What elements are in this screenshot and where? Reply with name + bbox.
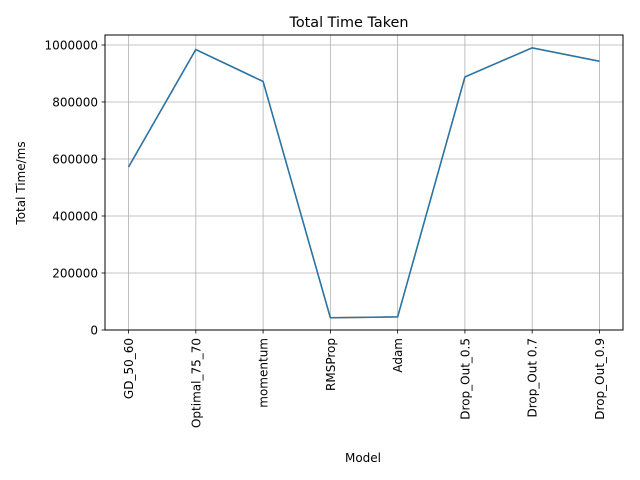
series-layer [127, 47, 600, 319]
x-tick-label: Drop_Out_0.5 [458, 338, 472, 420]
x-axis-label: Model [345, 451, 381, 465]
x-tick-label: Adam [391, 338, 405, 373]
x-tick-label: GD_50_60 [122, 338, 136, 399]
series-line [127, 47, 600, 319]
y-tick-label: 800000 [52, 95, 98, 109]
y-axis: 0 200000 400000 600000 800000 1000000 [45, 38, 105, 338]
y-axis-label: Total Time/ms [14, 141, 28, 225]
chart-title: Total Time Taken [289, 15, 409, 31]
plot-frame [104, 34, 624, 331]
x-axis: GD_50_60 Optimal_75_70 momentum RMSProp Adam… [122, 330, 607, 428]
y-tick-label: 0 [90, 324, 98, 338]
x-tick-label: Drop_Out 0.7 [526, 338, 540, 418]
y-tick-label: 600000 [52, 152, 98, 166]
x-tick-label: Optimal_75_70 [189, 338, 203, 428]
y-tick-label: 1000000 [45, 38, 98, 52]
x-tick-label: Drop_Out_0.9 [593, 338, 607, 420]
grid [105, 35, 623, 331]
y-tick-label: 400000 [52, 209, 98, 223]
y-tick-label: 200000 [52, 266, 98, 280]
series-line [127, 47, 600, 319]
x-tick-label: RMSProp [324, 338, 338, 391]
x-tick-label: momentum [257, 338, 271, 408]
